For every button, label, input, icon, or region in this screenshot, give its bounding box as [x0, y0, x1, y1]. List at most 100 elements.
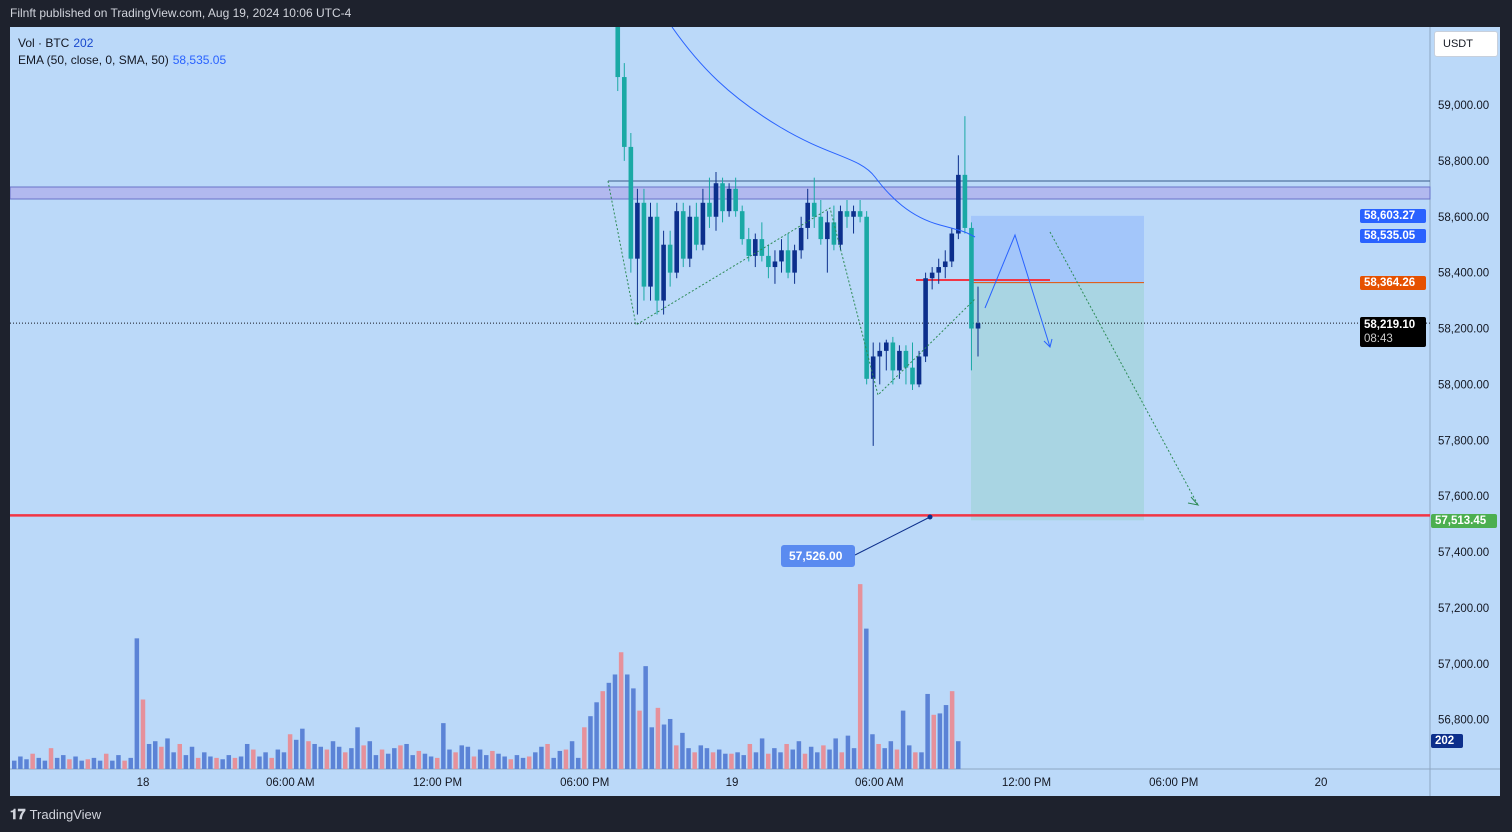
chart-pane[interactable]: 59,000.00 58,800.00 58,600.00 58,400.00 58,2… [10, 27, 1500, 796]
candle-body [772, 261, 778, 268]
volume-bar [520, 757, 526, 769]
volume-bar [508, 759, 514, 769]
callout-anchor [927, 514, 933, 520]
volume-bar [827, 749, 832, 769]
volume-bar [195, 757, 201, 769]
volume-bar [257, 756, 262, 769]
forecast-arrowhead [1043, 338, 1053, 348]
volume-bar [189, 746, 195, 769]
volume-bar [318, 746, 323, 769]
volume-bar [422, 753, 428, 769]
candle-body [811, 202, 817, 217]
volume-bar [110, 760, 115, 769]
volume-bar [220, 759, 225, 769]
volume-bar [496, 753, 501, 769]
candle-body [694, 216, 699, 245]
volume-bar [802, 753, 808, 769]
candle-body [870, 356, 876, 379]
tradingview-logo: 𝟏𝟕 TradingView [10, 806, 102, 822]
volume-bar [287, 734, 293, 769]
volume-bar [373, 755, 379, 769]
price-tick: 58,600.00 [1438, 212, 1489, 224]
candle-body [877, 350, 883, 357]
volume-bar [183, 755, 189, 769]
volume-bar [324, 749, 330, 769]
price-tick: 57,600.00 [1438, 491, 1489, 503]
time-tick: 06:00 PM [560, 777, 609, 789]
volume-bar [477, 749, 483, 769]
volume-bar [355, 727, 360, 769]
volume-bar [741, 755, 746, 769]
candle-body [969, 227, 974, 329]
volume-bar [796, 741, 802, 769]
candle-body [667, 244, 673, 273]
candle-body [622, 77, 627, 147]
price-callout[interactable]: 57,526.00 [781, 545, 855, 567]
brand-name: TradingView [29, 807, 102, 822]
price-tick: 57,400.00 [1438, 547, 1489, 559]
volume-bar [343, 752, 348, 769]
volume-bar [631, 688, 636, 769]
volume-bar [171, 752, 176, 769]
volume-bar [864, 628, 869, 769]
volume-bar [704, 748, 710, 769]
candle-body [818, 216, 824, 240]
volume-bar [839, 752, 845, 769]
chart-canvas[interactable]: 59,000.00 58,800.00 58,600.00 58,400.00 58,2… [10, 27, 1500, 796]
volume-bar [894, 749, 900, 769]
candle-body [962, 174, 968, 228]
candle-body [779, 250, 784, 262]
time-tick: 12:00 PM [413, 777, 462, 789]
volume-bar [244, 743, 250, 769]
volume-legend-label: Vol · BTC [18, 36, 70, 50]
candle-body [844, 211, 850, 217]
ema-price-label: 58,535.05 [1360, 229, 1426, 243]
volume-legend-value: 202 [73, 36, 94, 50]
currency-selector[interactable]: USDT [1434, 31, 1498, 57]
candle-body [897, 350, 902, 371]
candle-body [916, 356, 922, 385]
volume-bar [778, 752, 783, 769]
candle-body [687, 216, 693, 259]
target-zone [971, 215, 1144, 283]
volume-bar [42, 760, 48, 769]
volume-bar [490, 750, 495, 769]
volume-bar [312, 743, 317, 769]
volume-bar [698, 745, 704, 769]
publish-header: Filnft published on TradingView.com, Aug… [10, 6, 352, 20]
candle-body [857, 211, 863, 217]
volume-bar [67, 759, 72, 769]
volume-bar [306, 741, 311, 769]
volume-bar [128, 757, 133, 769]
price-tick: 57,000.00 [1438, 659, 1489, 671]
volume-bar [428, 756, 434, 769]
volume-bar [851, 748, 857, 769]
forecast-path [984, 233, 1051, 348]
time-tick: 06:00 PM [1149, 777, 1198, 789]
last-price-label: 58,219.10 08:43 [1360, 317, 1426, 347]
volume-bar [453, 752, 458, 769]
volume-bar [833, 738, 838, 769]
volume-bar [784, 743, 789, 769]
candle-body [628, 146, 634, 259]
volume-bar [594, 702, 599, 769]
volume-bar [349, 748, 354, 769]
stop-price-label: 57,513.45 [1431, 514, 1497, 528]
volume-bar [956, 741, 961, 769]
volume-bar [54, 757, 60, 769]
volume-bar [533, 752, 538, 769]
volume-bar [913, 752, 918, 769]
candle-body [942, 261, 948, 268]
candle-body [792, 250, 797, 273]
volume-bar [723, 753, 728, 769]
volume-bar [269, 757, 274, 769]
volume-bar [293, 739, 299, 769]
volume-bar [441, 723, 446, 769]
volume-bar [765, 753, 771, 769]
volume-bar [557, 750, 563, 769]
volume-bar [716, 749, 722, 769]
volume-bar [300, 728, 305, 769]
volume-bar [747, 743, 753, 769]
volume-bar [569, 741, 575, 769]
volume-bar [12, 760, 17, 769]
